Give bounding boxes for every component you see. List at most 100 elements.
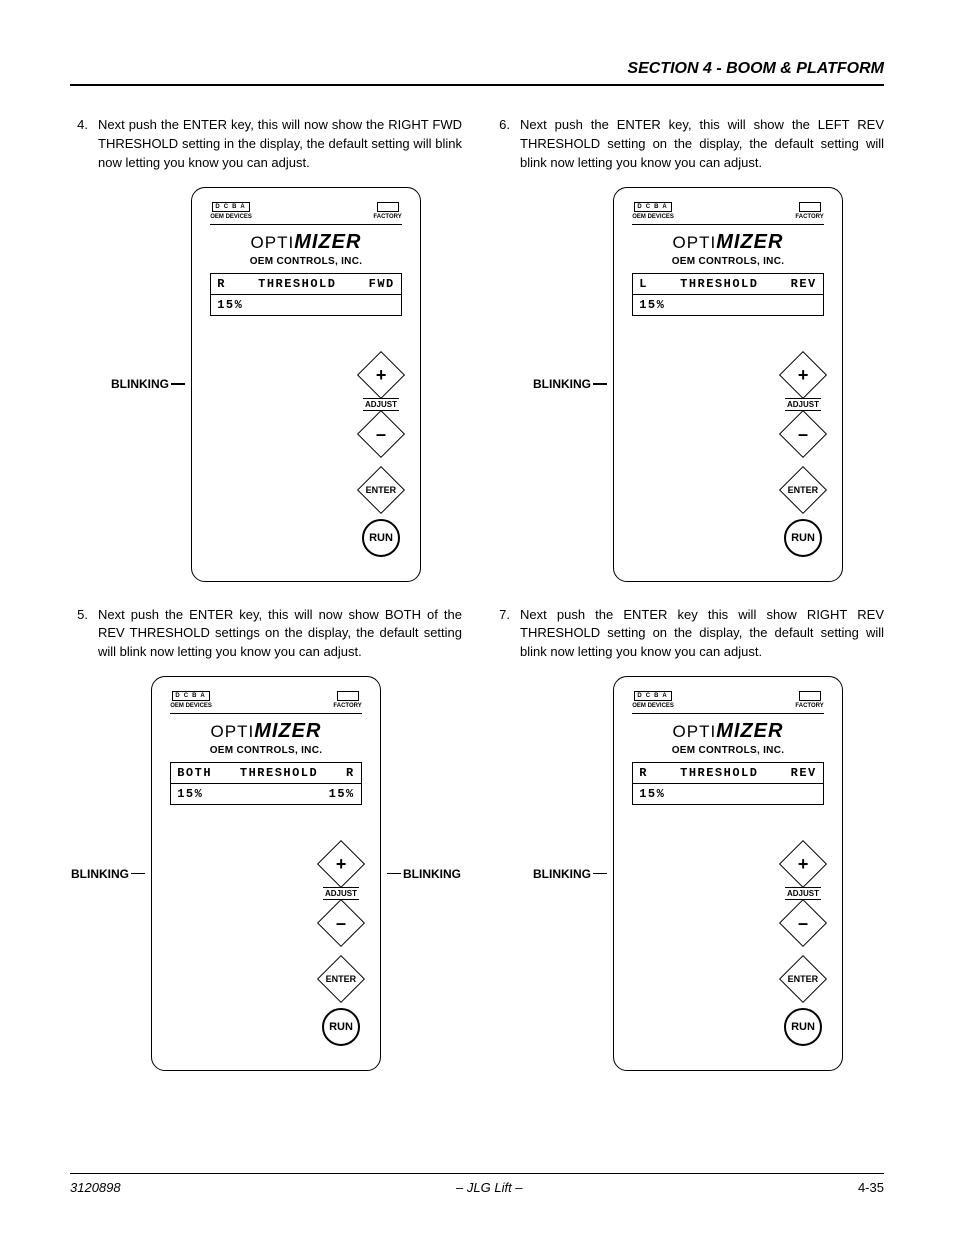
- content-columns: 4. Next push the ENTER key, this will no…: [70, 116, 884, 1173]
- factory-port: [799, 691, 821, 701]
- factory-block: FACTORY: [373, 202, 401, 220]
- blinking-callout-left: BLINKING: [533, 867, 607, 881]
- factory-label: FACTORY: [795, 703, 823, 709]
- optimizer-logo: OPTIMIZER: [251, 231, 362, 254]
- minus-button[interactable]: –: [317, 899, 365, 947]
- factory-label: FACTORY: [333, 703, 361, 709]
- step-number: 6.: [492, 116, 510, 173]
- factory-label: FACTORY: [373, 214, 401, 220]
- minus-icon: –: [336, 914, 346, 932]
- oem-devices-block: DCBA OEM DEVICES: [210, 202, 252, 220]
- step-text: Next push the ENTER key this will show R…: [520, 606, 884, 663]
- callout-line: [387, 873, 401, 875]
- plus-button[interactable]: +: [779, 350, 827, 398]
- step-number: 7.: [492, 606, 510, 663]
- device-figure-6: BLINKING DCBA OEM DEVICES FACTORY OPTIMI…: [492, 187, 884, 582]
- button-column: + ADJUST – ENTER RUN: [362, 358, 400, 557]
- device-header-row: DCBA OEM DEVICES FACTORY: [210, 202, 402, 220]
- display-row-bottom: 15% 15%: [171, 784, 361, 804]
- optimizer-device: DCBA OEM DEVICES FACTORY OPTIMIZER OEM C…: [191, 187, 421, 582]
- factory-port: [377, 202, 399, 212]
- run-button[interactable]: RUN: [362, 519, 400, 557]
- display-row-bottom: 15%: [633, 295, 823, 315]
- enter-label: ENTER: [326, 975, 357, 984]
- blinking-callout-left: BLINKING: [71, 867, 145, 881]
- enter-button[interactable]: ENTER: [779, 465, 827, 513]
- left-column: 4. Next push the ENTER key, this will no…: [70, 116, 462, 1173]
- button-column: + ADJUST – ENTER RUN: [784, 358, 822, 557]
- display-top-left: R: [639, 766, 648, 780]
- factory-label: FACTORY: [795, 214, 823, 220]
- step-6: 6. Next push the ENTER key, this will sh…: [492, 116, 884, 173]
- optimizer-logo: OPTIMIZER: [673, 231, 784, 254]
- display-top-mid: THRESHOLD: [648, 277, 791, 291]
- enter-label: ENTER: [788, 975, 819, 984]
- plus-button[interactable]: +: [317, 840, 365, 888]
- dcba-ports: DCBA: [634, 691, 671, 701]
- display-top-mid: THRESHOLD: [648, 766, 791, 780]
- device-figure-7: BLINKING DCBA OEM DEVICES FACTORY OPTIMI…: [492, 676, 884, 1071]
- minus-icon: –: [376, 425, 386, 443]
- enter-button[interactable]: ENTER: [317, 955, 365, 1003]
- display-top-mid: THRESHOLD: [226, 277, 369, 291]
- factory-port: [337, 691, 359, 701]
- lcd-display: BOTH THRESHOLD R 15% 15%: [170, 762, 362, 805]
- plus-button[interactable]: +: [779, 840, 827, 888]
- oem-controls-label: OEM CONTROLS, INC.: [672, 256, 785, 267]
- run-button[interactable]: RUN: [784, 1008, 822, 1046]
- minus-button[interactable]: –: [779, 899, 827, 947]
- plus-icon: +: [376, 366, 387, 384]
- step-text: Next push the ENTER key, this will show …: [520, 116, 884, 173]
- optimizer-logo: OPTIMIZER: [673, 720, 784, 743]
- display-top-right: REV: [791, 766, 817, 780]
- dcba-ports: DCBA: [172, 691, 209, 701]
- display-row-top: R THRESHOLD REV: [633, 763, 823, 784]
- display-bot-left: 15%: [639, 298, 665, 312]
- display-top-right: REV: [791, 277, 817, 291]
- callout-line: [593, 873, 607, 875]
- minus-icon: –: [798, 425, 808, 443]
- run-button[interactable]: RUN: [784, 519, 822, 557]
- display-row-top: L THRESHOLD REV: [633, 274, 823, 295]
- run-button[interactable]: RUN: [322, 1008, 360, 1046]
- blinking-label: BLINKING: [533, 377, 591, 391]
- display-row-bottom: 15%: [211, 295, 401, 315]
- page-footer: 3120898 – JLG Lift – 4-35: [70, 1173, 884, 1195]
- header-rule: [632, 713, 824, 714]
- callout-line: [171, 383, 185, 385]
- factory-block: FACTORY: [795, 691, 823, 709]
- step-text: Next push the ENTER key, this will now s…: [98, 606, 462, 663]
- minus-button[interactable]: –: [357, 409, 405, 457]
- display-row-top: R THRESHOLD FWD: [211, 274, 401, 295]
- optimizer-device: DCBA OEM DEVICES FACTORY OPTIMIZER OEM C…: [151, 676, 381, 1071]
- minus-button[interactable]: –: [779, 409, 827, 457]
- oem-devices-label: OEM DEVICES: [170, 703, 212, 709]
- footer-doc-number: 3120898: [70, 1180, 121, 1195]
- display-top-right: FWD: [369, 277, 395, 291]
- display-bot-left: 15%: [217, 298, 243, 312]
- section-header: SECTION 4 - BOOM & PLATFORM: [70, 60, 884, 86]
- display-row-bottom: 15%: [633, 784, 823, 804]
- callout-line: [131, 873, 145, 875]
- oem-devices-label: OEM DEVICES: [210, 214, 252, 220]
- step-text: Next push the ENTER key, this will now s…: [98, 116, 462, 173]
- plus-button[interactable]: +: [357, 350, 405, 398]
- factory-block: FACTORY: [795, 202, 823, 220]
- device-header-row: DCBA OEM DEVICES FACTORY: [632, 691, 824, 709]
- display-bot-left: 15%: [177, 787, 203, 801]
- step-5: 5. Next push the ENTER key, this will no…: [70, 606, 462, 663]
- factory-block: FACTORY: [333, 691, 361, 709]
- optimizer-device: DCBA OEM DEVICES FACTORY OPTIMIZER OEM C…: [613, 187, 843, 582]
- lcd-display: R THRESHOLD REV 15%: [632, 762, 824, 805]
- oem-controls-label: OEM CONTROLS, INC.: [250, 256, 363, 267]
- enter-label: ENTER: [366, 485, 397, 494]
- enter-button[interactable]: ENTER: [779, 955, 827, 1003]
- oem-devices-label: OEM DEVICES: [632, 214, 674, 220]
- step-number: 5.: [70, 606, 88, 663]
- enter-button[interactable]: ENTER: [357, 465, 405, 513]
- dcba-ports: DCBA: [212, 202, 249, 212]
- adjust-label: ADJUST: [785, 398, 821, 411]
- blinking-label: BLINKING: [111, 377, 169, 391]
- device-figure-4: BLINKING DCBA OEM DEVICES FACTORY OPTIMI…: [70, 187, 462, 582]
- device-header-row: DCBA OEM DEVICES FACTORY: [632, 202, 824, 220]
